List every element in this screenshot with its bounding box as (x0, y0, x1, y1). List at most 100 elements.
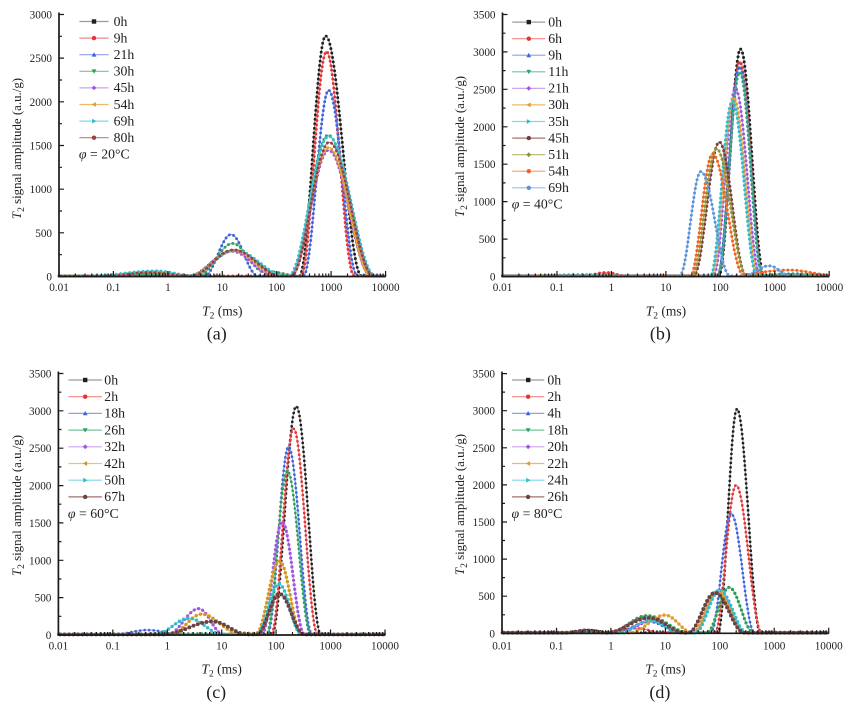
svg-text:54h: 54h (114, 97, 135, 112)
svg-text:500: 500 (35, 593, 52, 605)
svg-text:10000: 10000 (815, 641, 843, 653)
svg-text:26h: 26h (104, 422, 125, 437)
svg-text:(d): (d) (649, 682, 670, 703)
svg-text:2000: 2000 (30, 97, 53, 109)
svg-text:32h: 32h (104, 439, 125, 454)
svg-text:100: 100 (711, 641, 728, 653)
svg-text:35h: 35h (548, 114, 569, 129)
svg-text:0.1: 0.1 (106, 282, 120, 294)
svg-text:9h: 9h (114, 30, 128, 45)
svg-text:T2 (ms): T2 (ms) (646, 304, 686, 322)
svg-text:3500: 3500 (473, 369, 496, 381)
svg-text:500: 500 (35, 228, 52, 240)
svg-text:21h: 21h (548, 81, 569, 96)
svg-text:0: 0 (46, 272, 52, 284)
svg-text:0: 0 (490, 272, 496, 284)
svg-text:1000: 1000 (763, 641, 786, 653)
svg-text:φ = 20°C: φ = 20°C (79, 147, 130, 162)
svg-text:0.1: 0.1 (550, 282, 564, 294)
svg-text:T2 signal amplitude (a.u./g): T2 signal amplitude (a.u./g) (453, 76, 470, 217)
svg-text:T2 (ms): T2 (ms) (202, 662, 242, 680)
svg-text:69h: 69h (114, 113, 135, 128)
svg-text:26h: 26h (547, 489, 568, 504)
svg-text:0: 0 (46, 630, 52, 642)
svg-text:2500: 2500 (29, 443, 52, 455)
svg-text:10000: 10000 (372, 282, 400, 294)
svg-text:1000: 1000 (764, 282, 787, 294)
svg-text:24h: 24h (547, 473, 568, 488)
svg-text:1500: 1500 (473, 159, 496, 171)
svg-text:1500: 1500 (473, 517, 496, 529)
svg-text:10000: 10000 (371, 641, 399, 653)
svg-text:1: 1 (165, 282, 171, 294)
svg-text:0.01: 0.01 (49, 641, 69, 653)
svg-text:T2 (ms): T2 (ms) (202, 304, 242, 322)
svg-text:67h: 67h (104, 489, 125, 504)
svg-text:T2 signal amplitude (a.u./g): T2 signal amplitude (a.u./g) (10, 435, 27, 576)
svg-text:φ = 80°C: φ = 80°C (512, 506, 563, 521)
svg-text:2000: 2000 (29, 481, 52, 493)
svg-text:9h: 9h (548, 48, 562, 63)
svg-text:0h: 0h (548, 14, 562, 29)
svg-text:500: 500 (479, 234, 496, 246)
svg-text:1000: 1000 (30, 184, 53, 196)
svg-text:51h: 51h (548, 147, 569, 162)
svg-text:100: 100 (268, 282, 285, 294)
svg-text:1500: 1500 (30, 141, 53, 153)
svg-text:10: 10 (217, 282, 229, 294)
svg-text:18h: 18h (104, 406, 125, 421)
svg-text:69h: 69h (548, 180, 569, 195)
svg-text:6h: 6h (548, 31, 562, 46)
svg-text:1: 1 (608, 641, 614, 653)
svg-text:1000: 1000 (473, 554, 496, 566)
svg-text:500: 500 (478, 591, 495, 603)
svg-text:1500: 1500 (29, 518, 52, 530)
svg-text:0h: 0h (547, 372, 561, 387)
svg-text:(b): (b) (650, 324, 671, 345)
svg-text:20h: 20h (547, 439, 568, 454)
svg-text:22h: 22h (547, 456, 568, 471)
svg-text:42h: 42h (104, 456, 125, 471)
svg-text:30h: 30h (114, 64, 135, 79)
svg-text:φ = 60°C: φ = 60°C (68, 506, 119, 521)
svg-text:3500: 3500 (473, 10, 496, 22)
svg-text:45h: 45h (548, 130, 569, 145)
svg-text:100: 100 (712, 282, 729, 294)
svg-text:T2 (ms): T2 (ms) (645, 662, 685, 680)
svg-text:2h: 2h (547, 389, 561, 404)
svg-text:0h: 0h (114, 14, 128, 29)
svg-text:54h: 54h (548, 164, 569, 179)
svg-text:45h: 45h (114, 80, 135, 95)
svg-text:3000: 3000 (473, 406, 496, 418)
svg-text:2000: 2000 (473, 122, 496, 134)
svg-text:2h: 2h (104, 389, 118, 404)
svg-text:2500: 2500 (473, 84, 496, 96)
svg-text:10: 10 (660, 282, 672, 294)
svg-text:10000: 10000 (815, 282, 843, 294)
svg-text:4h: 4h (547, 406, 561, 421)
svg-text:18h: 18h (547, 422, 568, 437)
svg-text:100: 100 (268, 641, 285, 653)
svg-text:0.01: 0.01 (492, 641, 512, 653)
svg-text:3000: 3000 (473, 47, 496, 59)
svg-text:0.1: 0.1 (106, 641, 120, 653)
svg-text:(a): (a) (207, 324, 227, 345)
svg-text:80h: 80h (114, 130, 135, 145)
svg-text:2500: 2500 (30, 53, 53, 65)
svg-text:1000: 1000 (319, 641, 342, 653)
svg-text:1: 1 (609, 282, 615, 294)
svg-text:T2 signal amplitude (a.u./g): T2 signal amplitude (a.u./g) (10, 78, 27, 219)
svg-text:10: 10 (660, 641, 672, 653)
svg-text:0.1: 0.1 (550, 641, 564, 653)
svg-text:3000: 3000 (29, 406, 52, 418)
svg-text:2500: 2500 (473, 443, 496, 455)
svg-text:φ = 40°C: φ = 40°C (512, 197, 563, 212)
svg-text:0.01: 0.01 (49, 282, 69, 294)
svg-text:10: 10 (216, 641, 228, 653)
svg-text:2000: 2000 (473, 480, 496, 492)
svg-text:(c): (c) (206, 682, 226, 703)
svg-text:1000: 1000 (29, 555, 52, 567)
svg-text:T2 signal amplitude (a.u./g): T2 signal amplitude (a.u./g) (453, 434, 470, 575)
svg-text:1000: 1000 (473, 197, 496, 209)
svg-text:1: 1 (165, 641, 171, 653)
